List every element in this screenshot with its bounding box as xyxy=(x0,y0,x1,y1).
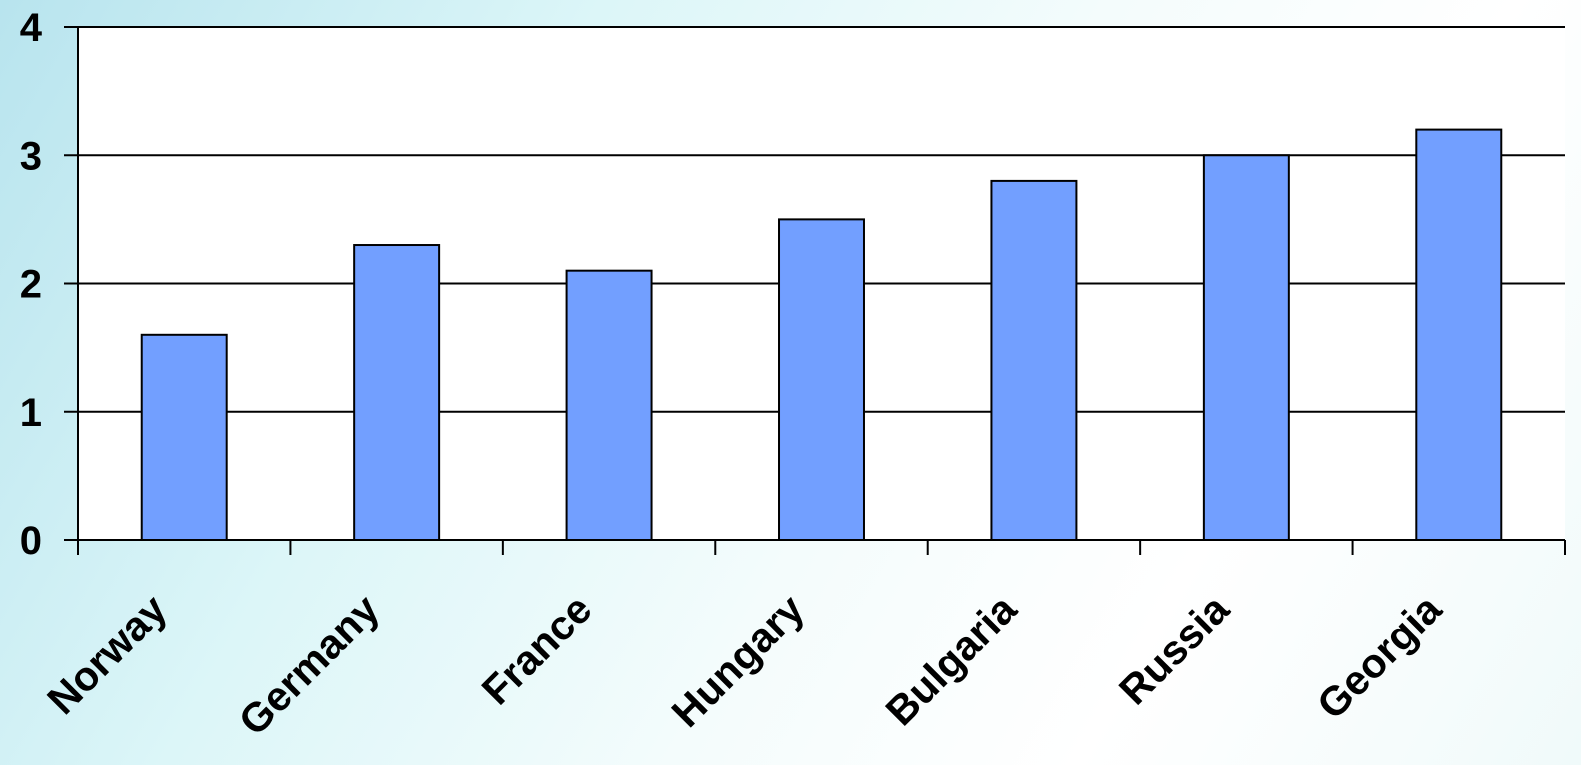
y-tick-label: 4 xyxy=(20,6,43,50)
bar-russia xyxy=(1202,154,1290,541)
x-tick-label-hungary: Hungary xyxy=(663,586,813,736)
bar-georgia xyxy=(1415,128,1503,541)
bar-france xyxy=(565,269,653,541)
y-axis-tick-labels: 0 1 2 3 4 xyxy=(20,6,43,563)
x-tick-label-germany: Germany xyxy=(230,586,388,744)
bar-hungary xyxy=(778,218,865,541)
bars xyxy=(140,128,1503,541)
y-tick-label: 1 xyxy=(20,391,42,435)
x-tick-label-georgia: Georgia xyxy=(1308,585,1451,728)
x-tick-label-bulgaria: Bulgaria xyxy=(877,585,1026,734)
x-tick-label-russia: Russia xyxy=(1110,585,1238,713)
axes xyxy=(64,26,1566,555)
x-tick-label-norway: Norway xyxy=(38,586,175,723)
y-tick-label: 3 xyxy=(20,134,42,178)
bar-bulgaria xyxy=(990,179,1078,541)
x-tick-label-france: France xyxy=(473,586,601,714)
y-tick-label: 0 xyxy=(20,519,42,563)
x-axis-tick-labels: Norway Germany France Hungary Bulgaria Russia… xyxy=(38,585,1451,744)
bar-germany xyxy=(353,244,441,541)
y-tick-label: 2 xyxy=(20,263,42,307)
bar-norway xyxy=(140,333,228,541)
